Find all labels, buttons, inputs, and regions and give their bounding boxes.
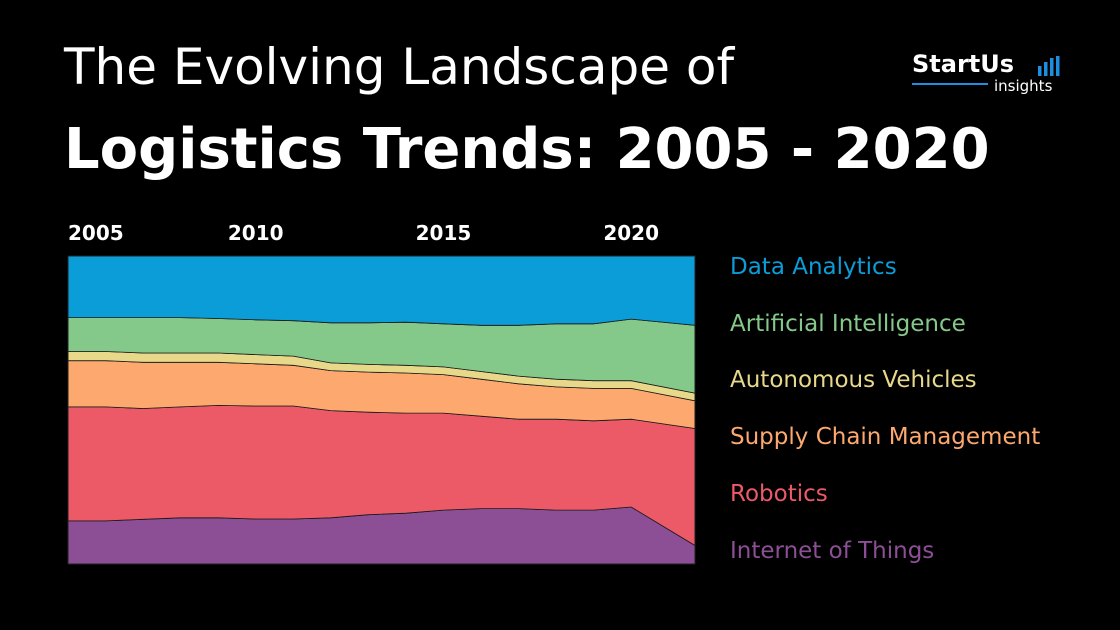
bar-chart-icon	[1038, 56, 1060, 76]
logo-underline	[912, 83, 988, 85]
x-tick-label: 2010	[228, 221, 284, 245]
legend-item-supply-chain-management: Supply Chain Management	[730, 424, 1041, 451]
x-tick-label: 2015	[416, 221, 472, 245]
legend-item-autonomous-vehicles: Autonomous Vehicles	[730, 367, 977, 394]
startus-logo: StartUs insights	[910, 52, 1060, 100]
title-line-1: The Evolving Landscape of	[64, 38, 735, 96]
x-tick-label: 2005	[68, 221, 124, 245]
title-line-2: Logistics Trends: 2005 - 2020	[64, 117, 990, 182]
plot-frame	[67, 255, 696, 565]
legend-item-internet-of-things: Internet of Things	[730, 537, 935, 564]
logo-name: StartUs	[912, 50, 1015, 78]
legend-item-robotics: Robotics	[730, 480, 828, 507]
area-data-analytics	[67, 255, 696, 326]
legend-item-artificial-intelligence: Artificial Intelligence	[730, 310, 966, 337]
legend-item-data-analytics: Data Analytics	[730, 254, 897, 280]
logo-subtitle: insights	[994, 77, 1053, 95]
x-tick-label: 2020	[603, 221, 659, 245]
